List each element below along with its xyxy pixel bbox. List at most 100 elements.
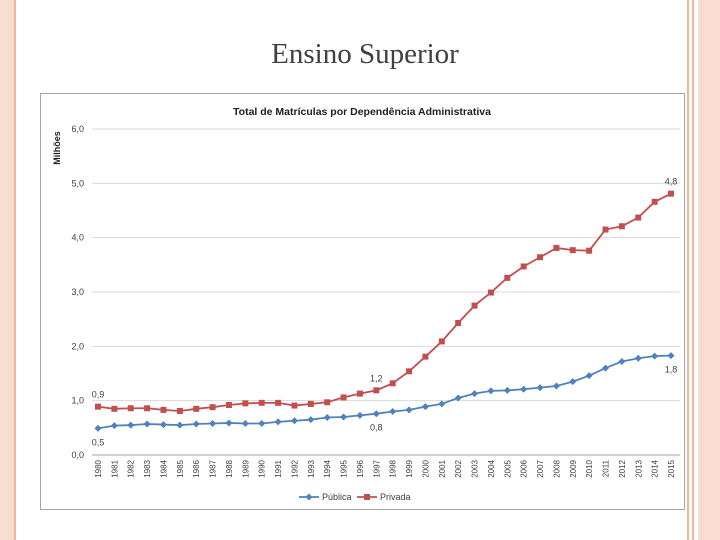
legend-marker <box>305 493 313 501</box>
x-tick-label: 2015 <box>667 459 676 477</box>
data-point-privada <box>389 380 396 387</box>
data-point-publica <box>389 408 397 416</box>
data-point-publica <box>520 385 528 393</box>
x-tick-label: 1991 <box>274 459 283 477</box>
data-point-publica <box>241 419 249 427</box>
data-point-publica <box>94 424 102 432</box>
x-tick-label: 2005 <box>503 459 512 477</box>
data-point-publica <box>405 406 413 414</box>
data-point-privada <box>471 302 478 309</box>
data-point-privada <box>356 390 363 397</box>
x-tick-label: 2014 <box>651 459 660 477</box>
data-point-publica <box>209 419 217 427</box>
data-point-publica <box>225 419 233 427</box>
x-tick-label: 1987 <box>209 459 218 477</box>
data-point-publica <box>503 386 511 394</box>
data-point-privada <box>144 405 151 412</box>
x-tick-label: 2002 <box>454 459 463 477</box>
y-tick-label: 3,0 <box>71 287 84 297</box>
slide-title: Ensino Superior <box>271 38 459 70</box>
x-tick-label: 2009 <box>569 459 578 477</box>
data-point-privada <box>586 247 593 254</box>
data-point-privada <box>209 404 216 411</box>
x-tick-label: 1982 <box>127 459 136 477</box>
series-line-publica <box>97 354 672 430</box>
data-point-publica <box>356 411 364 419</box>
data-point-publica <box>290 417 298 425</box>
data-point-publica <box>323 414 331 422</box>
chart-container: Total de Matrículas por Dependência Admi… <box>40 93 685 510</box>
data-label: 1,8 <box>665 365 678 375</box>
data-point-privada <box>258 399 265 406</box>
x-tick-label: 1983 <box>143 459 152 477</box>
x-tick-label: 1980 <box>94 459 103 477</box>
data-point-privada <box>618 223 625 230</box>
data-point-privada <box>602 226 609 233</box>
data-point-privada <box>111 405 118 412</box>
data-label: 0,9 <box>92 390 105 400</box>
data-point-publica <box>143 420 151 428</box>
data-label: 1,2 <box>370 373 383 383</box>
data-point-privada <box>324 399 331 406</box>
data-point-privada <box>127 405 134 412</box>
legend-label: Privada <box>380 492 411 502</box>
data-point-privada <box>537 254 544 261</box>
x-tick-label: 1988 <box>225 459 234 477</box>
data-point-publica <box>127 421 135 429</box>
data-point-publica <box>307 416 315 424</box>
data-point-publica <box>372 410 380 418</box>
x-tick-label: 2001 <box>438 459 447 477</box>
data-point-publica <box>110 422 118 430</box>
data-point-privada <box>635 214 642 221</box>
data-point-privada <box>225 402 232 409</box>
x-tick-label: 1989 <box>241 459 250 477</box>
data-point-publica <box>585 372 593 380</box>
data-point-privada <box>651 198 658 205</box>
data-point-publica <box>487 387 495 395</box>
data-point-publica <box>667 352 675 360</box>
x-tick-label: 1990 <box>258 459 267 477</box>
data-point-privada <box>291 402 298 409</box>
data-point-publica <box>454 394 462 402</box>
line-chart: Total de Matrículas por Dependência Admi… <box>52 106 680 502</box>
data-point-publica <box>651 352 659 360</box>
x-tick-label: 1998 <box>389 459 398 477</box>
data-point-privada <box>373 387 380 394</box>
x-tick-label: 1995 <box>340 459 349 477</box>
data-label: 0,5 <box>92 437 105 447</box>
x-tick-label: 1985 <box>176 459 185 477</box>
data-point-publica <box>192 420 200 428</box>
data-point-publica <box>340 413 348 421</box>
series-line-privada <box>97 192 672 412</box>
data-point-privada <box>176 407 183 414</box>
y-tick-label: 5,0 <box>71 178 84 188</box>
data-point-privada <box>340 394 347 401</box>
x-tick-label: 2000 <box>421 459 430 477</box>
x-tick-label: 1999 <box>405 459 414 477</box>
data-point-publica <box>569 378 577 386</box>
x-tick-label: 1986 <box>192 459 201 477</box>
data-point-publica <box>421 403 429 411</box>
x-tick-label: 1996 <box>356 459 365 477</box>
x-tick-label: 1981 <box>110 459 119 477</box>
x-tick-label: 2012 <box>618 459 627 477</box>
data-point-publica <box>634 354 642 362</box>
data-label: 4,8 <box>665 177 678 187</box>
x-tick-label: 1994 <box>323 459 332 477</box>
data-point-publica <box>618 358 626 366</box>
x-tick-label: 2011 <box>602 459 611 477</box>
data-point-publica <box>471 390 479 398</box>
data-point-publica <box>176 421 184 429</box>
legend-label: Pública <box>322 492 352 502</box>
data-point-privada <box>520 263 527 270</box>
data-point-privada <box>160 406 167 413</box>
y-tick-label: 4,0 <box>71 233 84 243</box>
chart-title: Total de Matrículas por Dependência Admi… <box>233 106 491 118</box>
data-point-publica <box>258 419 266 427</box>
data-point-privada <box>193 405 200 412</box>
x-tick-label: 2003 <box>471 459 480 477</box>
data-point-publica <box>438 400 446 408</box>
x-tick-label: 1993 <box>307 459 316 477</box>
y-tick-label: 1,0 <box>71 396 84 406</box>
legend-marker <box>364 494 370 500</box>
